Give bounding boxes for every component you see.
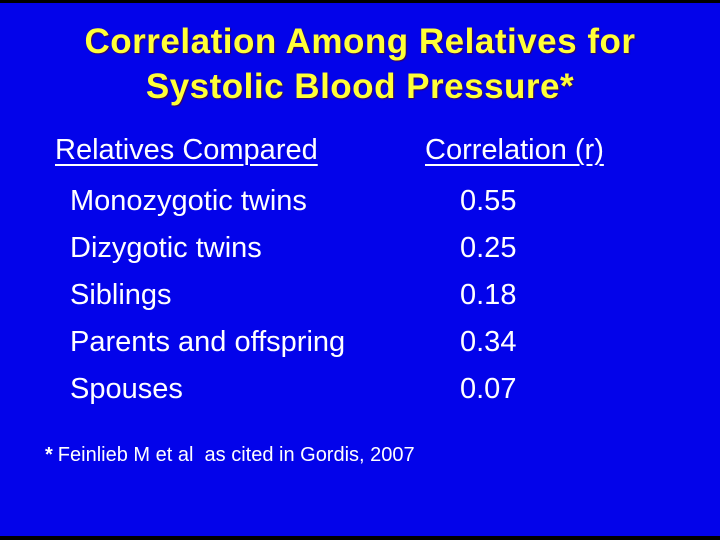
- table-row: Parents and offspring 0.34: [55, 319, 665, 366]
- column-header-correlation-r: Correlation (r): [425, 134, 604, 166]
- row-label: Spouses: [70, 373, 183, 405]
- footnote-marker: *: [45, 444, 53, 466]
- relatives-correlation-table: Relatives Compared Correlation (r) Monoz…: [55, 134, 665, 413]
- row-value: 0.55: [460, 185, 517, 217]
- row-label: Siblings: [70, 279, 172, 311]
- footnote: * Feinlieb M et al as cited in Gordis, 20…: [45, 444, 415, 467]
- title-line-2: Systolic Blood Pressure*: [145, 67, 575, 106]
- table-row: Siblings 0.18: [55, 272, 665, 319]
- row-value: 0.34: [460, 326, 517, 358]
- row-value: 0.25: [460, 232, 517, 264]
- table-row: Spouses 0.07: [55, 366, 665, 413]
- row-label: Monozygotic twins: [70, 185, 307, 217]
- table-row: Dizygotic twins 0.25: [55, 225, 665, 272]
- bottom-edge-bar: [0, 536, 720, 540]
- table-row: Monozygotic twins 0.55: [55, 178, 665, 225]
- row-value: 0.18: [460, 279, 517, 311]
- top-edge-bar: [0, 0, 720, 3]
- column-header-relatives-compared: Relatives Compared: [55, 134, 318, 166]
- footnote-text: Feinlieb M et al as cited in Gordis, 200…: [57, 444, 415, 466]
- title-line-1: Correlation Among Relatives for: [84, 22, 636, 61]
- page-title: Correlation Among Relatives for Systolic…: [0, 19, 720, 109]
- table-header-row: Relatives Compared Correlation (r): [55, 134, 665, 178]
- row-label: Parents and offspring: [70, 326, 346, 358]
- row-label: Dizygotic twins: [70, 232, 262, 264]
- row-value: 0.07: [460, 373, 517, 405]
